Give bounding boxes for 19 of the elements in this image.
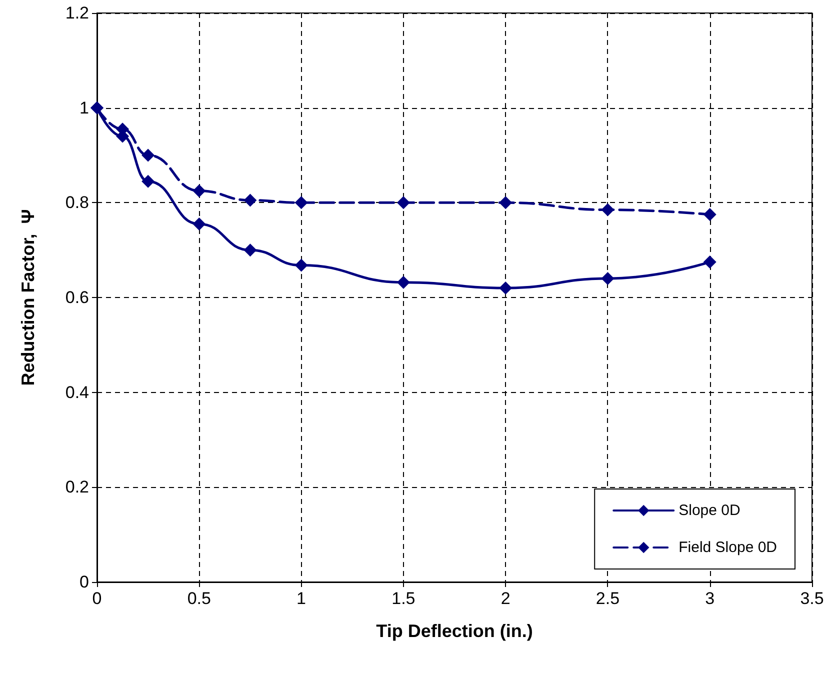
x-tick-label: 1	[296, 589, 306, 608]
x-tick-label: 1.5	[392, 589, 416, 608]
x-tick-label: 0	[92, 589, 102, 608]
x-tick-label: 2.5	[596, 589, 620, 608]
y-tick-label: 0.6	[65, 288, 89, 307]
x-tick-label: 0.5	[187, 589, 211, 608]
y-tick-label: 1	[80, 98, 89, 118]
x-tick-label: 2	[500, 589, 510, 608]
x-tick-label: 3.5	[800, 589, 824, 608]
legend-label: Slope 0D	[678, 502, 740, 519]
y-tick-label: 0.2	[65, 478, 89, 497]
y-tick-label: 1.2	[65, 4, 89, 22]
x-axis-title: Tip Deflection (in.)	[376, 621, 533, 641]
y-tick-label: 0.8	[65, 193, 89, 212]
y-tick-label: 0.4	[65, 382, 89, 402]
legend-label: Field Slope 0D	[678, 539, 778, 556]
y-axis-title: Reduction Factor, Ψ	[18, 209, 38, 386]
y-tick-label: 0	[80, 572, 89, 592]
x-tick-label: 3	[705, 589, 715, 608]
